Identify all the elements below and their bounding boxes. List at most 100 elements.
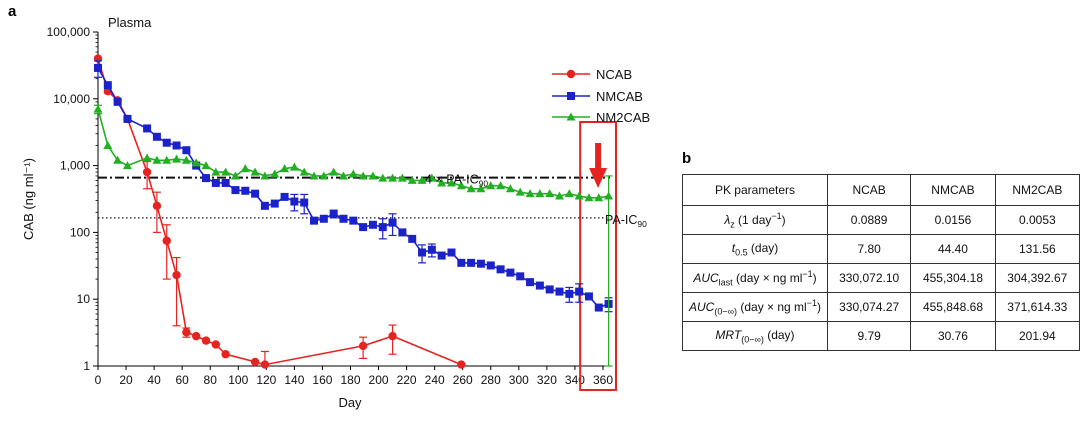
data-point-nm2cab bbox=[535, 189, 545, 198]
pk-parameter-name: MRT(0−∞) (day) bbox=[682, 321, 828, 351]
legend-marker-nmcab bbox=[567, 92, 575, 100]
data-point-nm2cab bbox=[446, 178, 456, 187]
data-point-nm2cab bbox=[545, 189, 555, 198]
table-row: t0.5 (day) 7.80 44.40 131.56 bbox=[682, 234, 1080, 264]
data-point-nmcab bbox=[467, 258, 476, 267]
data-point-nmcab bbox=[349, 216, 358, 225]
data-point-nm2cab bbox=[368, 171, 378, 180]
pk-value-cell: 201.94 bbox=[994, 321, 1080, 351]
x-axis-label: Day bbox=[338, 395, 362, 410]
data-point-nmcab bbox=[496, 265, 505, 274]
data-point-ncab bbox=[162, 236, 171, 245]
data-point-nmcab bbox=[310, 216, 319, 225]
pk-value-cell: 9.79 bbox=[826, 321, 912, 351]
highlight-box bbox=[579, 121, 618, 391]
data-point-ncab bbox=[172, 270, 181, 280]
data-point-nmcab bbox=[408, 234, 417, 243]
data-point-nmcab bbox=[290, 197, 299, 206]
data-point-nm2cab bbox=[240, 164, 250, 173]
data-point-nmcab bbox=[241, 186, 250, 195]
pk-value-cell: 455,304.18 bbox=[910, 263, 996, 293]
legend-marker-nm2cab bbox=[566, 112, 576, 121]
data-point-nmcab bbox=[152, 132, 161, 141]
pk-parameter-name: AUC(0−∞) (day × ng ml−1) bbox=[682, 292, 828, 322]
x-tick-label: 60 bbox=[175, 373, 189, 387]
data-point-nm2cab bbox=[378, 173, 388, 182]
panel-b-label: b bbox=[682, 150, 692, 167]
data-point-nmcab bbox=[103, 81, 112, 90]
pk-value-cell: 371,614.33 bbox=[994, 292, 1080, 322]
data-point-nmcab bbox=[506, 268, 515, 277]
highlight-arrow-shaft bbox=[595, 143, 602, 173]
y-tick-label: 10 bbox=[77, 292, 91, 306]
x-tick-label: 20 bbox=[119, 373, 133, 387]
data-point-nm2cab bbox=[113, 155, 123, 164]
data-point-nm2cab bbox=[486, 181, 496, 190]
pk-value-cell: 330,072.10 bbox=[826, 263, 912, 293]
data-point-ncab bbox=[182, 328, 191, 337]
data-point-nm2cab bbox=[319, 171, 329, 180]
data-point-nm2cab bbox=[525, 189, 535, 198]
data-point-nmcab bbox=[447, 248, 456, 257]
data-point-nmcab bbox=[113, 97, 122, 106]
data-point-nm2cab bbox=[515, 187, 525, 196]
data-point-ncab bbox=[260, 360, 270, 369]
data-point-nmcab bbox=[300, 198, 309, 207]
pk-parameters-table: PK parameters NCAB NMCAB NM2CAB λz (1 day−1)… bbox=[682, 174, 1080, 351]
data-point-nmcab bbox=[575, 287, 584, 296]
chart-title: Plasma bbox=[108, 15, 152, 30]
data-point-nmcab bbox=[368, 220, 377, 229]
series-line-nm2cab bbox=[97, 108, 609, 199]
data-point-ncab bbox=[191, 331, 201, 341]
chart-text: 4 × PA-IC90 PA-IC90 Day CAB (ng ml⁻¹) Plasma bbox=[21, 15, 647, 410]
data-point-nmcab bbox=[388, 218, 397, 227]
data-point-nm2cab bbox=[201, 161, 211, 170]
chart-axes: 1 10 100 1,000 10,000 100,000 0 20 40 60 80 100 120 1… bbox=[47, 25, 618, 391]
y-tick-label: 10,000 bbox=[53, 92, 90, 106]
data-point-nm2cab bbox=[555, 191, 565, 200]
data-point-nm2cab bbox=[574, 191, 584, 200]
y-tick-label: 1 bbox=[83, 359, 90, 373]
chart-series bbox=[93, 54, 614, 369]
y-tick-label: 100,000 bbox=[47, 25, 91, 39]
pk-parameter-name: AUClast (day × ng ml−1) bbox=[682, 263, 828, 293]
data-point-nm2cab bbox=[211, 167, 221, 176]
pk-value-cell: 44.40 bbox=[910, 234, 996, 264]
x-tick-label: 240 bbox=[425, 373, 445, 387]
pk-parameter-name: t0.5 (day) bbox=[682, 234, 828, 264]
data-point-nm2cab bbox=[181, 155, 191, 164]
data-point-nmcab bbox=[172, 141, 181, 150]
4x-pa-ic90-label: 4 × PA-IC90 bbox=[425, 173, 488, 189]
data-point-nm2cab bbox=[427, 173, 437, 182]
data-point-nm2cab bbox=[388, 173, 398, 182]
data-point-nmcab bbox=[526, 278, 535, 287]
x-tick-label: 340 bbox=[565, 373, 585, 387]
data-point-nm2cab bbox=[152, 155, 162, 164]
data-point-nmcab bbox=[339, 214, 348, 223]
series-nm2cab bbox=[93, 104, 614, 367]
chart-legend: NCAB NMCAB NM2CAB bbox=[552, 67, 650, 125]
data-point-nm2cab bbox=[397, 173, 407, 182]
x-tick-label: 200 bbox=[369, 373, 389, 387]
legend-label-nm2cab: NM2CAB bbox=[596, 110, 650, 125]
data-point-nmcab bbox=[162, 138, 171, 147]
reference-lines bbox=[98, 176, 610, 219]
data-point-nmcab bbox=[565, 289, 574, 298]
data-point-nm2cab bbox=[584, 193, 594, 202]
data-point-nmcab bbox=[94, 63, 102, 72]
data-point-ncab bbox=[152, 201, 162, 211]
data-point-nmcab bbox=[535, 281, 544, 290]
data-point-nm2cab bbox=[162, 155, 172, 164]
pk-parameter-name: λz (1 day−1) bbox=[682, 205, 828, 235]
data-point-nmcab bbox=[418, 248, 427, 257]
data-point-nm2cab bbox=[260, 171, 270, 180]
data-point-nmcab bbox=[182, 146, 191, 155]
x-tick-label: 280 bbox=[481, 373, 501, 387]
pk-value-cell: 7.80 bbox=[826, 234, 912, 264]
data-point-nmcab bbox=[143, 124, 152, 133]
highlight-arrow-head bbox=[589, 168, 608, 188]
data-point-nmcab bbox=[427, 245, 436, 254]
data-point-nmcab bbox=[221, 178, 230, 187]
data-point-nm2cab bbox=[329, 167, 339, 176]
data-point-nmcab bbox=[260, 201, 269, 210]
